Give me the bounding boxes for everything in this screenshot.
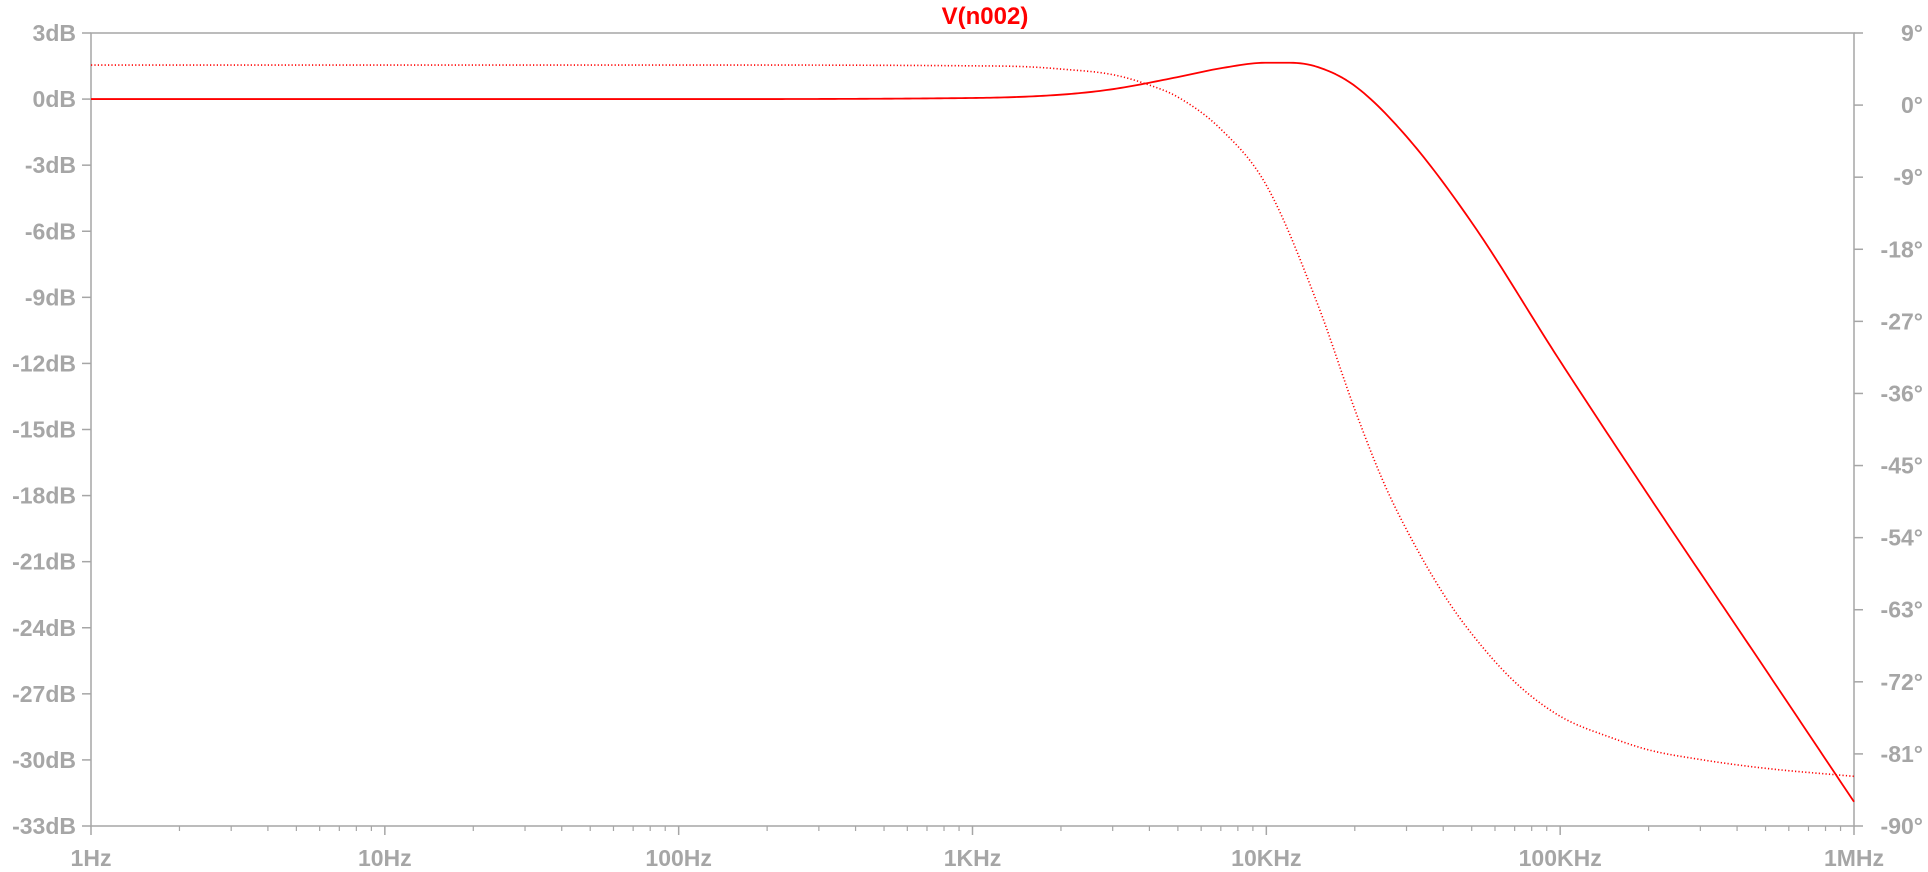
y-left-tick-label: -27dB	[12, 681, 76, 707]
series-group	[91, 61, 1855, 803]
y-right-tick-label: -27°	[1881, 308, 1923, 334]
y-right-tick-label: -63°	[1881, 597, 1923, 623]
y-right-tick-label: 0°	[1901, 92, 1923, 118]
x-tick-label: 1Hz	[71, 845, 112, 871]
y-left-tick-label: -12dB	[12, 350, 76, 376]
chart-title: V(n002)	[942, 3, 1029, 30]
y-axis-right: 9° 0° -9° -18° -27° -36° -45° -54° -63° -72° -81° -…	[1854, 20, 1923, 839]
y-left-tick-label: 3dB	[33, 20, 76, 46]
y-left-tick-label: -9dB	[25, 284, 76, 310]
y-right-tick-label: -72°	[1881, 669, 1923, 695]
y-axis-left: 3dB 0dB -3dB -6dB -9dB -12dB -15dB -18dB -21dB -2…	[12, 20, 91, 839]
y-right-tick-label: -45°	[1881, 453, 1923, 479]
x-tick-label: 10KHz	[1231, 845, 1301, 871]
y-right-tick-label: -54°	[1881, 525, 1923, 551]
x-axis: 1Hz 10Hz 100Hz 1KHz 10KHz 100KHz 1MHz	[71, 826, 1884, 871]
y-right-tick-label: -18°	[1881, 236, 1923, 262]
y-left-tick-label: -24dB	[12, 615, 76, 641]
plot-frame	[90, 32, 1855, 827]
y-right-tick-label: -9°	[1893, 164, 1923, 190]
y-left-tick-label: -30dB	[12, 747, 76, 773]
x-tick-label: 100Hz	[645, 845, 711, 871]
y-left-tick-label: -33dB	[12, 813, 76, 839]
y-left-tick-label: 0dB	[33, 86, 76, 112]
x-tick-label: 1KHz	[944, 845, 1002, 871]
y-right-tick-label: 9°	[1901, 20, 1923, 46]
y-left-tick-label: -15dB	[12, 417, 76, 443]
x-tick-label: 100KHz	[1519, 845, 1602, 871]
y-left-tick-label: -3dB	[25, 152, 76, 178]
y-left-tick-label: -6dB	[25, 218, 76, 244]
y-right-tick-label: -36°	[1881, 380, 1923, 406]
phase-series-line	[91, 64, 1855, 778]
y-left-tick-label: -18dB	[12, 483, 76, 509]
y-left-tick-label: -21dB	[12, 549, 76, 575]
x-tick-label: 1MHz	[1824, 845, 1884, 871]
x-tick-label: 10Hz	[358, 845, 412, 871]
magnitude-series-line	[91, 61, 1855, 803]
y-right-tick-label: -81°	[1881, 741, 1923, 767]
plot-frame-rect	[90, 32, 1855, 827]
y-right-tick-label: -90°	[1881, 813, 1923, 839]
